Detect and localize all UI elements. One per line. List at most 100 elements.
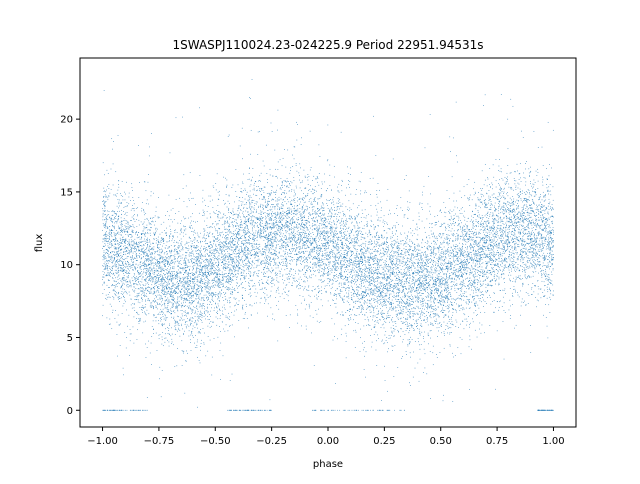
- data-point: [154, 281, 156, 282]
- data-point: [330, 250, 332, 252]
- data-point: [208, 272, 209, 273]
- data-point: [294, 191, 295, 193]
- data-point: [343, 314, 344, 316]
- data-point: [548, 254, 550, 256]
- data-point: [240, 201, 242, 202]
- data-point: [212, 285, 214, 287]
- data-point: [339, 272, 340, 274]
- data-point: [501, 273, 502, 275]
- data-point: [499, 225, 501, 227]
- data-point: [145, 295, 147, 297]
- data-point: [366, 251, 367, 253]
- data-point: [218, 296, 219, 297]
- data-point: [284, 227, 285, 229]
- data-point: [384, 342, 386, 344]
- data-point: [511, 219, 512, 221]
- data-point: [159, 299, 161, 301]
- data-point: [454, 248, 455, 249]
- data-point: [183, 352, 184, 354]
- data-point: [292, 257, 294, 258]
- data-point: [431, 223, 433, 225]
- data-point: [124, 239, 126, 240]
- data-point: [372, 263, 374, 265]
- data-point: [219, 249, 221, 250]
- data-point: [121, 220, 123, 222]
- data-point: [194, 293, 196, 294]
- data-point: [364, 303, 365, 305]
- data-point: [349, 308, 351, 310]
- data-point: [468, 233, 470, 235]
- data-point: [121, 281, 123, 283]
- data-point: [412, 219, 414, 221]
- data-point: [106, 221, 107, 223]
- data-point: [373, 258, 375, 259]
- data-point: [217, 265, 218, 267]
- data-point: [409, 240, 411, 242]
- data-point: [267, 303, 269, 305]
- data-point: [486, 203, 488, 205]
- data-point: [312, 317, 314, 318]
- data-point: [275, 222, 276, 224]
- data-point: [104, 237, 106, 239]
- data-point: [353, 239, 355, 240]
- data-point: [202, 265, 203, 267]
- data-point: [120, 267, 122, 269]
- data-point: [228, 134, 230, 136]
- data-point: [314, 265, 316, 267]
- data-point: [232, 260, 234, 262]
- data-point: [232, 210, 234, 212]
- data-point: [202, 275, 203, 276]
- data-point: [380, 253, 382, 254]
- data-point: [172, 307, 174, 308]
- data-point: [184, 218, 185, 220]
- data-point: [502, 179, 504, 181]
- data-point: [366, 221, 368, 222]
- data-point: [189, 226, 190, 228]
- data-point: [487, 269, 489, 271]
- data-point: [165, 291, 167, 293]
- data-point: [526, 278, 527, 280]
- data-point: [365, 232, 367, 234]
- data-point: [288, 245, 289, 247]
- data-point: [250, 216, 252, 217]
- data-point: [357, 263, 359, 265]
- data-point: [350, 281, 352, 283]
- data-point: [470, 281, 471, 283]
- data-point: [417, 255, 419, 256]
- data-point: [378, 291, 380, 292]
- data-point: [321, 293, 323, 294]
- data-point: [354, 240, 356, 242]
- data-point: [326, 265, 328, 266]
- data-point: [358, 277, 359, 279]
- data-point: [215, 230, 217, 232]
- data-point: [168, 287, 170, 288]
- data-point: [200, 319, 201, 320]
- data-point: [115, 277, 116, 279]
- data-point: [533, 191, 535, 192]
- data-point: [460, 293, 461, 295]
- data-point: [325, 218, 326, 219]
- data-point: [377, 242, 378, 244]
- data-point: [432, 324, 433, 326]
- data-point: [498, 284, 499, 286]
- data-point: [355, 322, 357, 323]
- data-point: [162, 293, 164, 294]
- data-point: [281, 235, 283, 237]
- data-point: [291, 274, 293, 276]
- data-point: [142, 276, 144, 278]
- data-point: [300, 241, 301, 242]
- data-point: [439, 258, 441, 259]
- data-point: [528, 213, 530, 214]
- data-point: [328, 213, 329, 215]
- data-point: [469, 220, 471, 222]
- data-point: [373, 294, 374, 295]
- data-point: [383, 242, 385, 244]
- data-point: [338, 191, 340, 193]
- data-point: [466, 248, 468, 250]
- data-point: [409, 339, 410, 340]
- data-point: [452, 219, 454, 221]
- data-point: [537, 224, 539, 225]
- data-point: [430, 249, 431, 251]
- data-point: [146, 227, 147, 228]
- data-point: [517, 216, 519, 218]
